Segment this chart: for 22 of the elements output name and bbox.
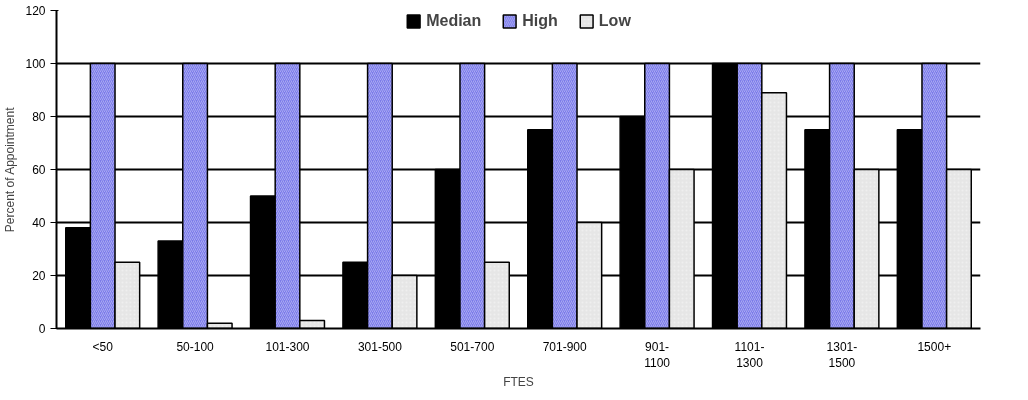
legend-label: Low bbox=[598, 12, 631, 30]
x-tick-label: 1301-1500 bbox=[826, 339, 858, 371]
y-tick-label: 40 bbox=[32, 216, 46, 230]
x-tick-label: 50-100 bbox=[176, 339, 215, 354]
x-axis-title: FTES bbox=[503, 375, 534, 390]
y-axis-title: Percent of Appointment bbox=[3, 106, 18, 233]
x-tick-label: <50 bbox=[92, 339, 114, 354]
y-tick-label: 0 bbox=[38, 322, 46, 336]
x-tick-label: 501-700 bbox=[450, 339, 495, 354]
legend-label: High bbox=[522, 12, 558, 30]
x-tick-label: 701-900 bbox=[542, 339, 588, 354]
y-tick-label: 20 bbox=[32, 269, 46, 283]
y-tick-label: 60 bbox=[32, 163, 46, 177]
y-tick-label: 100 bbox=[25, 57, 46, 71]
legend-label: Median bbox=[426, 12, 482, 30]
x-tick-label: 1500+ bbox=[917, 339, 952, 354]
x-tick-label: 901-1100 bbox=[644, 339, 671, 371]
y-tick-label: 120 bbox=[25, 4, 46, 18]
x-tick-label: 301-500 bbox=[357, 339, 403, 354]
y-tick-label: 80 bbox=[32, 110, 46, 124]
x-tick-label: 101-300 bbox=[265, 339, 310, 354]
x-tick-label: 1101-1300 bbox=[734, 339, 765, 371]
